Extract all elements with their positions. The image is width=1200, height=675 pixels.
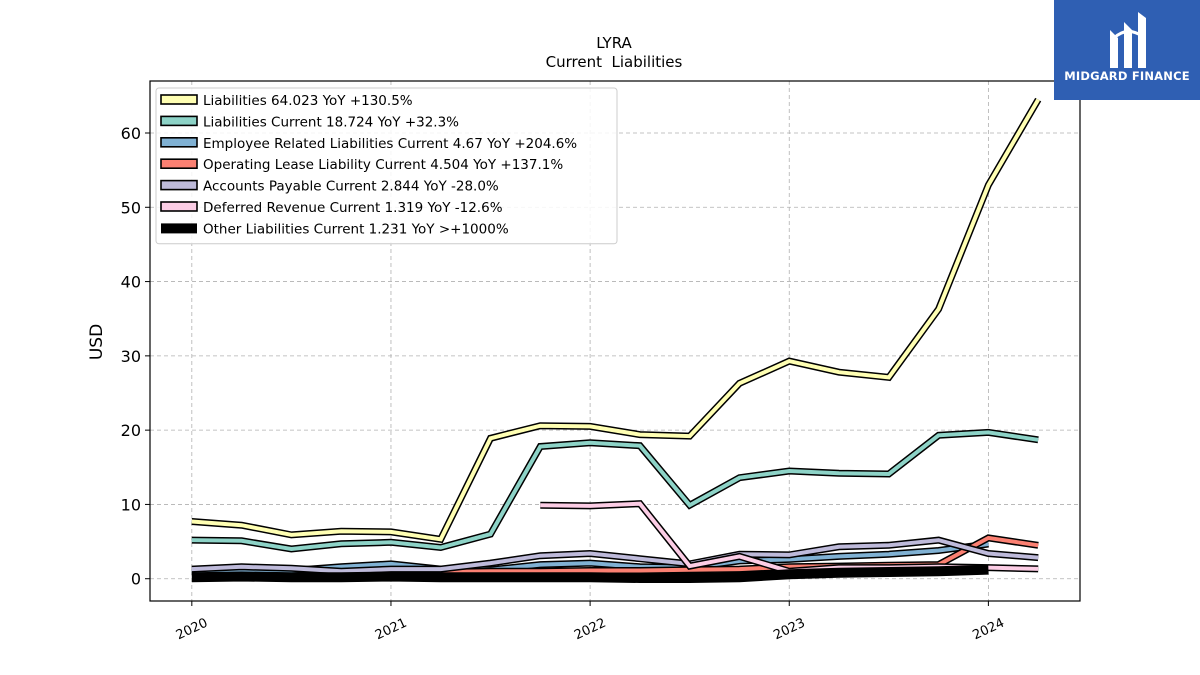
y-tick-label: 50 bbox=[121, 198, 141, 217]
y-tick-label: 0 bbox=[131, 570, 141, 589]
legend-entry: Employee Related Liabilities Current 4.6… bbox=[160, 136, 577, 152]
x-tick-label: 2020 bbox=[174, 616, 210, 644]
brand-logo: MIDGARD FINANCE bbox=[1054, 0, 1200, 100]
legend-label: Other Liabilities Current 1.231 YoY >+10… bbox=[203, 221, 509, 237]
legend-entry: Liabilities Current 18.724 YoY +32.3% bbox=[160, 114, 459, 130]
series-line-path bbox=[191, 430, 1039, 552]
y-tick-label: 10 bbox=[121, 495, 141, 514]
x-tick-label: 2021 bbox=[373, 616, 409, 644]
series-line bbox=[191, 536, 1039, 575]
series-line bbox=[191, 564, 989, 583]
logo-text: MIDGARD FINANCE bbox=[1064, 69, 1190, 83]
legend-swatch bbox=[160, 137, 198, 148]
y-axis-label: USD bbox=[87, 324, 107, 360]
series-layer bbox=[191, 97, 1042, 583]
midgard-m-logo-icon bbox=[1110, 12, 1146, 68]
legend-entry: Operating Lease Liability Current 4.504 … bbox=[160, 157, 563, 173]
legend-label: Liabilities Current 18.724 YoY +32.3% bbox=[203, 114, 459, 130]
y-tick-label: 20 bbox=[121, 421, 141, 440]
legend-label: Employee Related Liabilities Current 4.6… bbox=[203, 136, 577, 152]
legend-swatch bbox=[160, 158, 198, 169]
series-line bbox=[191, 428, 1039, 553]
legend-entry: Other Liabilities Current 1.231 YoY >+10… bbox=[161, 221, 509, 237]
chart-subtitle: Current Liabilities bbox=[546, 53, 683, 71]
series-line bbox=[191, 97, 1042, 544]
legend-label: Accounts Payable Current 2.844 YoY -28.0… bbox=[203, 179, 499, 195]
legend-entry: Accounts Payable Current 2.844 YoY -28.0… bbox=[160, 179, 499, 195]
series-line-path bbox=[191, 538, 1039, 574]
y-tick-label: 40 bbox=[121, 273, 141, 292]
legend-label: Liabilities 64.023 YoY +130.5% bbox=[203, 93, 413, 109]
legend-label: Operating Lease Liability Current 4.504 … bbox=[203, 157, 563, 173]
legend-box bbox=[155, 87, 618, 245]
legend: Liabilities 64.023 YoY +130.5% Liabilitie… bbox=[155, 87, 618, 245]
legend-label: Deferred Revenue Current 1.319 YoY -12.6… bbox=[203, 200, 503, 216]
legend-swatch bbox=[160, 94, 198, 105]
legend-swatch bbox=[160, 115, 198, 127]
legend-entry: Liabilities 64.023 YoY +130.5% bbox=[160, 93, 413, 109]
legend-entry: Deferred Revenue Current 1.319 YoY -12.6… bbox=[160, 200, 503, 216]
plot-frame bbox=[149, 80, 1081, 602]
x-tick-label: 2023 bbox=[771, 616, 807, 644]
chart-title: LYRA bbox=[596, 34, 632, 52]
x-tick-label: 2022 bbox=[572, 616, 608, 644]
x-tick-label: 2024 bbox=[970, 616, 1006, 644]
legend-swatch bbox=[160, 201, 198, 212]
legend-swatch bbox=[160, 179, 198, 191]
y-tick-label: 60 bbox=[121, 124, 141, 143]
series-line-path bbox=[191, 98, 1040, 542]
legend-swatch bbox=[161, 223, 197, 234]
y-tick-label: 30 bbox=[121, 347, 141, 366]
series-line-path bbox=[191, 564, 989, 583]
